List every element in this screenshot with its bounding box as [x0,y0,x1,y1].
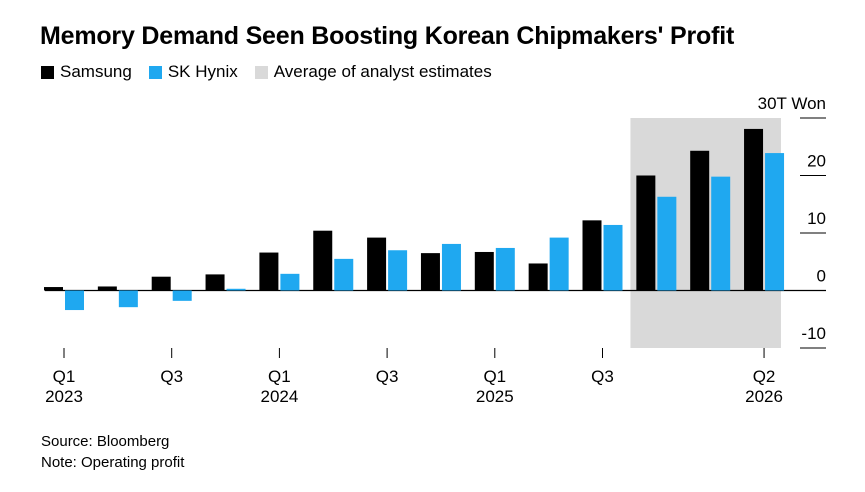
x-tick-label-quarter: Q2 [753,367,776,386]
legend-swatch-sk-hynix [148,65,162,79]
x-tick-label-quarter: Q1 [483,367,506,386]
bar-sk-hynix [65,290,84,311]
bar-sk-hynix [118,290,138,308]
legend-label-estimates: Average of analyst estimates [273,62,492,81]
bar-samsung [367,237,387,291]
bar-sk-hynix [765,153,785,291]
bar-sk-hynix [711,176,731,291]
chart-legend: Samsung SK Hynix Average of analyst esti… [41,62,509,82]
bar-samsung [474,251,494,291]
y-tick-label: 20 [807,152,826,171]
legend-item-estimates: Average of analyst estimates [254,62,492,82]
x-tick-label-year: 2026 [745,387,783,406]
legend-item-sk-hynix: SK Hynix [148,62,238,82]
y-tick-label: 30T Won [758,94,826,113]
x-tick-label-year: 2024 [260,387,298,406]
x-tick-label-quarter: Q1 [53,367,76,386]
operating-profit-note: Note: Operating profit [41,454,185,471]
source-note: Source: Bloomberg [41,433,170,450]
bar-sk-hynix [226,288,246,291]
bar-samsung [205,274,225,291]
x-tick-label-year: 2025 [476,387,514,406]
bar-samsung [690,150,710,291]
bar-samsung [151,276,171,291]
x-tick-label-quarter: Q3 [376,367,399,386]
y-tick-label: 10 [807,209,826,228]
bar-sk-hynix [441,243,461,291]
y-tick-label: 0 [817,267,826,286]
x-tick-label-year: 2023 [45,387,83,406]
x-tick-label-quarter: Q3 [160,367,183,386]
y-tick-label: -10 [801,324,826,343]
bar-samsung [528,263,548,291]
bar-samsung [636,175,656,291]
bar-sk-hynix [603,224,623,291]
bar-sk-hynix [172,290,192,301]
bar-samsung [744,128,764,291]
bar-samsung [97,286,117,291]
bar-samsung [313,230,333,291]
bar-samsung [420,253,440,291]
bar-sk-hynix [334,258,354,291]
legend-label-sk-hynix: SK Hynix [167,62,238,81]
legend-swatch-estimates [254,65,268,79]
bar-sk-hynix [280,273,300,291]
bar-sk-hynix [549,237,569,291]
bar-sk-hynix [495,247,515,291]
bar-samsung [44,287,63,291]
legend-item-samsung: Samsung [41,62,132,82]
bar-samsung [582,220,602,291]
bar-sk-hynix [657,196,677,291]
legend-swatch-samsung [41,65,54,79]
legend-label-samsung: Samsung [60,62,132,81]
bar-sk-hynix [388,250,408,291]
x-tick-label-quarter: Q1 [268,367,291,386]
x-tick-label-quarter: Q3 [591,367,614,386]
bar-samsung [259,252,279,291]
chart-title: Memory Demand Seen Boosting Korean Chipm… [40,22,735,50]
